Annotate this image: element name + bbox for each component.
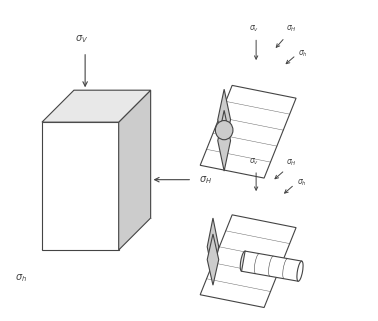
Text: $\sigma_H$: $\sigma_H$ xyxy=(287,24,297,34)
Polygon shape xyxy=(119,90,151,250)
Polygon shape xyxy=(242,251,302,281)
Text: $\sigma_v$: $\sigma_v$ xyxy=(249,24,260,34)
Text: $\sigma_v$: $\sigma_v$ xyxy=(249,156,260,167)
Polygon shape xyxy=(42,122,119,250)
Ellipse shape xyxy=(297,261,303,281)
Text: $\sigma_H$: $\sigma_H$ xyxy=(198,174,212,186)
Polygon shape xyxy=(200,215,296,308)
Polygon shape xyxy=(200,85,296,178)
Text: $\sigma_h$: $\sigma_h$ xyxy=(297,178,307,188)
Polygon shape xyxy=(207,218,219,275)
Text: $\sigma_V$: $\sigma_V$ xyxy=(75,34,88,46)
Ellipse shape xyxy=(215,121,233,140)
Polygon shape xyxy=(218,89,231,150)
Text: $\sigma_h$: $\sigma_h$ xyxy=(298,48,308,59)
Text: $\sigma_h$: $\sigma_h$ xyxy=(15,272,27,284)
Text: $\sigma_H$: $\sigma_H$ xyxy=(287,157,297,168)
Polygon shape xyxy=(42,90,151,122)
Ellipse shape xyxy=(240,251,246,271)
Polygon shape xyxy=(207,234,219,285)
Polygon shape xyxy=(218,110,231,171)
